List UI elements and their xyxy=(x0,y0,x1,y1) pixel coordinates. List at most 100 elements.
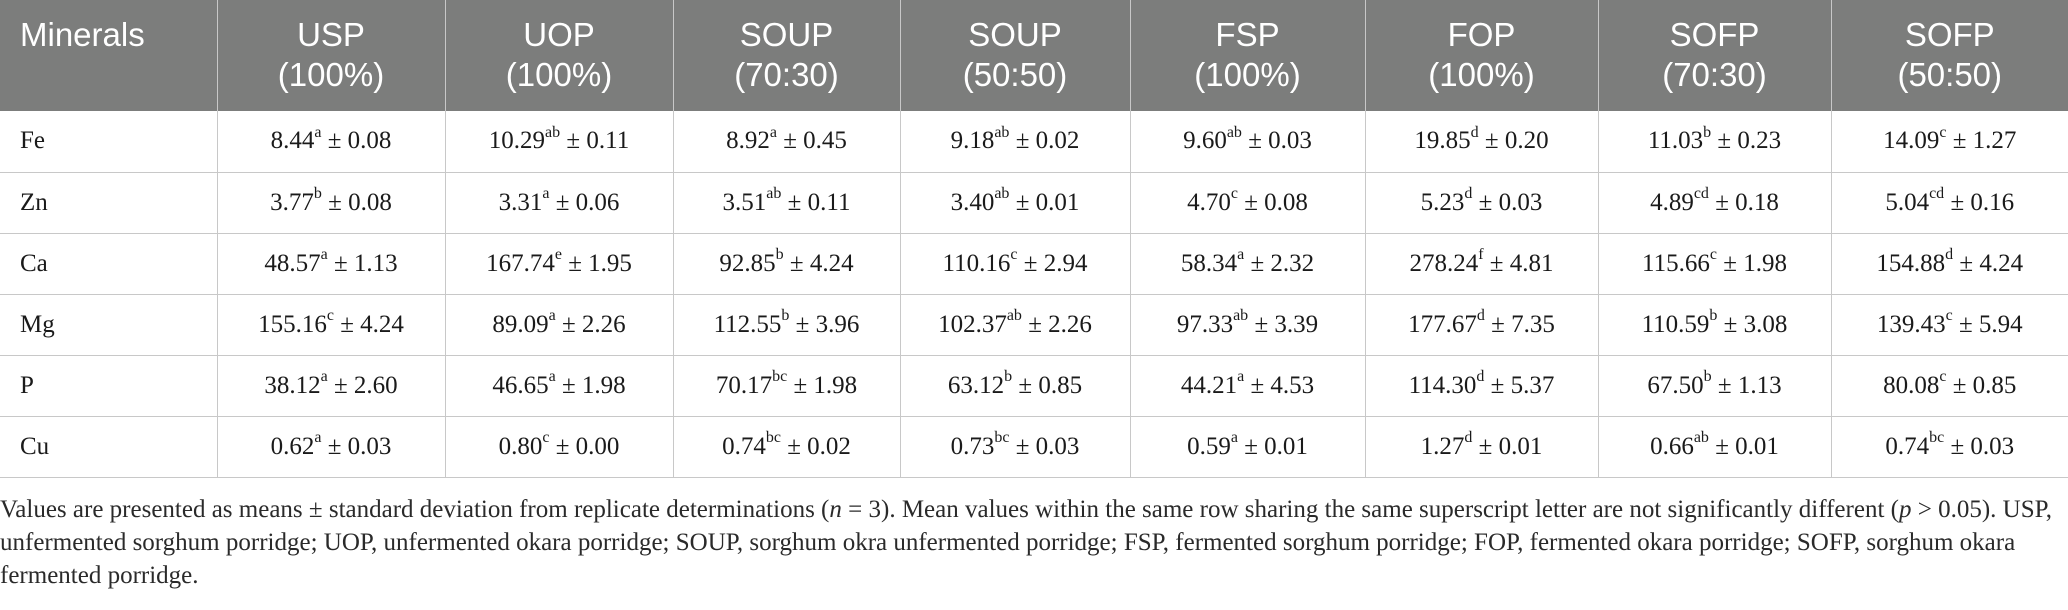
footnote-n-symbol: n xyxy=(829,496,842,523)
mean-value: 58.34 xyxy=(1180,249,1238,277)
value-cell: 4.70c ± 0.08 xyxy=(1130,172,1366,234)
table-row: Zn 3.77b ± 0.08 3.31a ± 0.06 3.51ab ± 0.11 3… xyxy=(0,172,2068,234)
mean-value: 155.16 xyxy=(258,310,327,338)
plus-minus-sign: ± xyxy=(333,310,361,338)
header-line1: FOP xyxy=(1447,16,1516,53)
sd-value: 2.60 xyxy=(353,371,398,399)
sd-value: 3.39 xyxy=(1274,310,1319,338)
mean-value: 0.66 xyxy=(1650,432,1694,460)
mean-value: 0.59 xyxy=(1187,432,1231,460)
sd-value: 5.37 xyxy=(1510,371,1555,399)
sd-value: 4.81 xyxy=(1509,249,1554,277)
value-cell: 154.88d ± 4.24 xyxy=(1831,233,2068,295)
minerals-table: Minerals USP (100%) UOP (100%) SOUP (70:30) SOU… xyxy=(0,0,2068,478)
column-header: SOFP (70:30) xyxy=(1598,0,1832,111)
significance-letter: b xyxy=(1709,307,1718,325)
footnote-p-symbol: p xyxy=(1898,496,1912,523)
mean-value: 0.74 xyxy=(1885,432,1930,460)
plus-minus-sign: ± xyxy=(1708,432,1736,460)
sd-value: 0.11 xyxy=(807,188,851,216)
sd-value: 0.06 xyxy=(575,188,620,216)
sd-value: 0.08 xyxy=(348,188,392,216)
mean-value: 19.85 xyxy=(1414,127,1471,155)
sd-value: 0.18 xyxy=(1735,188,1779,216)
mean-value: 46.65 xyxy=(492,371,549,399)
value-cell: 110.16c ± 2.94 xyxy=(900,233,1131,295)
value-cell: 14.09c ± 1.27 xyxy=(1831,111,2068,173)
mean-value: 102.37 xyxy=(938,310,1007,338)
table-row: P 38.12a ± 2.60 46.65a ± 1.98 70.17bc ± 1.9… xyxy=(0,355,2068,417)
header-line1: UOP xyxy=(523,16,595,53)
plus-minus-sign: ± xyxy=(1472,188,1499,216)
significance-letter: a xyxy=(1237,368,1245,386)
plus-minus-sign: ± xyxy=(1009,188,1036,216)
header-line1: SOFP xyxy=(1904,16,1995,53)
mineral-name: Cu xyxy=(0,416,218,478)
plus-minus-sign: ± xyxy=(321,188,349,216)
value-cell: 278.24f ± 4.81 xyxy=(1365,233,1599,295)
header-line1: SOUP xyxy=(968,16,1062,53)
plus-minus-sign: ± xyxy=(1472,432,1499,460)
sd-value: 0.03 xyxy=(347,432,392,460)
sd-value: 0.08 xyxy=(347,127,392,155)
mean-value: 89.09 xyxy=(492,310,549,338)
significance-letter: d xyxy=(1470,123,1479,141)
header-line2: (100%) xyxy=(1428,56,1535,93)
value-cell: 155.16c ± 4.24 xyxy=(217,294,446,356)
sd-value: 1.95 xyxy=(588,249,632,277)
plus-minus-sign: ± xyxy=(1711,127,1738,155)
value-cell: 10.29ab ± 0.11 xyxy=(445,111,674,173)
footnote-part1: Values are presented as means ± standard… xyxy=(0,496,830,523)
sd-value: 0.45 xyxy=(803,127,847,155)
column-header: SOUP (50:50) xyxy=(900,0,1131,111)
significance-letter: e xyxy=(554,246,562,264)
significance-letter: ab xyxy=(994,123,1010,141)
header-line1: SOUP xyxy=(739,16,834,53)
plus-minus-sign: ± xyxy=(1017,249,1044,277)
sd-value: 0.23 xyxy=(1737,127,1782,155)
mean-value: 8.44 xyxy=(270,127,315,155)
sd-value: 5.94 xyxy=(1978,310,2023,338)
significance-letter: bc xyxy=(765,429,781,447)
sd-value: 1.13 xyxy=(1737,371,1782,399)
significance-letter: a xyxy=(1230,429,1238,447)
value-cell: 8.44a ± 0.08 xyxy=(217,111,446,173)
value-cell: 0.66ab ± 0.01 xyxy=(1598,416,1832,478)
significance-letter: c xyxy=(1709,246,1717,264)
sd-value: 0.85 xyxy=(1972,371,2017,399)
sd-value: 4.24 xyxy=(360,310,404,338)
sd-value: 0.03 xyxy=(1035,432,1080,460)
mean-value: 3.77 xyxy=(270,188,314,216)
sd-value: 2.26 xyxy=(1048,310,1092,338)
sd-value: 1.98 xyxy=(813,371,858,399)
value-cell: 0.73bc ± 0.03 xyxy=(900,416,1131,478)
significance-letter: c xyxy=(1939,123,1947,141)
value-cell: 0.59a ± 0.01 xyxy=(1130,416,1366,478)
value-cell: 9.18ab ± 0.02 xyxy=(900,111,1131,173)
significance-letter: ab xyxy=(545,123,561,141)
header-line2: (100%) xyxy=(1194,56,1301,93)
value-cell: 139.43c ± 5.94 xyxy=(1831,294,2068,356)
significance-letter: a xyxy=(320,246,328,264)
plus-minus-sign: ± xyxy=(1946,127,1973,155)
plus-minus-sign: ± xyxy=(327,371,354,399)
mean-value: 3.40 xyxy=(950,188,995,216)
plus-minus-sign: ± xyxy=(321,432,348,460)
column-header: FOP (100%) xyxy=(1365,0,1599,111)
sd-value: 3.96 xyxy=(815,310,860,338)
plus-minus-sign: ± xyxy=(1716,249,1744,277)
mean-value: 14.09 xyxy=(1883,127,1940,155)
significance-letter: a xyxy=(314,429,322,447)
plus-minus-sign: ± xyxy=(1944,188,1971,216)
mean-value: 10.29 xyxy=(488,127,546,155)
plus-minus-sign: ± xyxy=(1946,371,1973,399)
plus-minus-sign: ± xyxy=(561,249,589,277)
value-cell: 0.80c ± 0.00 xyxy=(445,416,674,478)
sd-value: 4.53 xyxy=(1270,371,1315,399)
plus-minus-sign: ± xyxy=(789,310,816,338)
value-cell: 58.34a ± 2.32 xyxy=(1130,233,1366,295)
plus-minus-sign: ± xyxy=(1012,371,1039,399)
significance-letter: ab xyxy=(1233,307,1249,325)
sd-value: 1.98 xyxy=(581,371,626,399)
plus-minus-sign: ± xyxy=(1244,249,1271,277)
